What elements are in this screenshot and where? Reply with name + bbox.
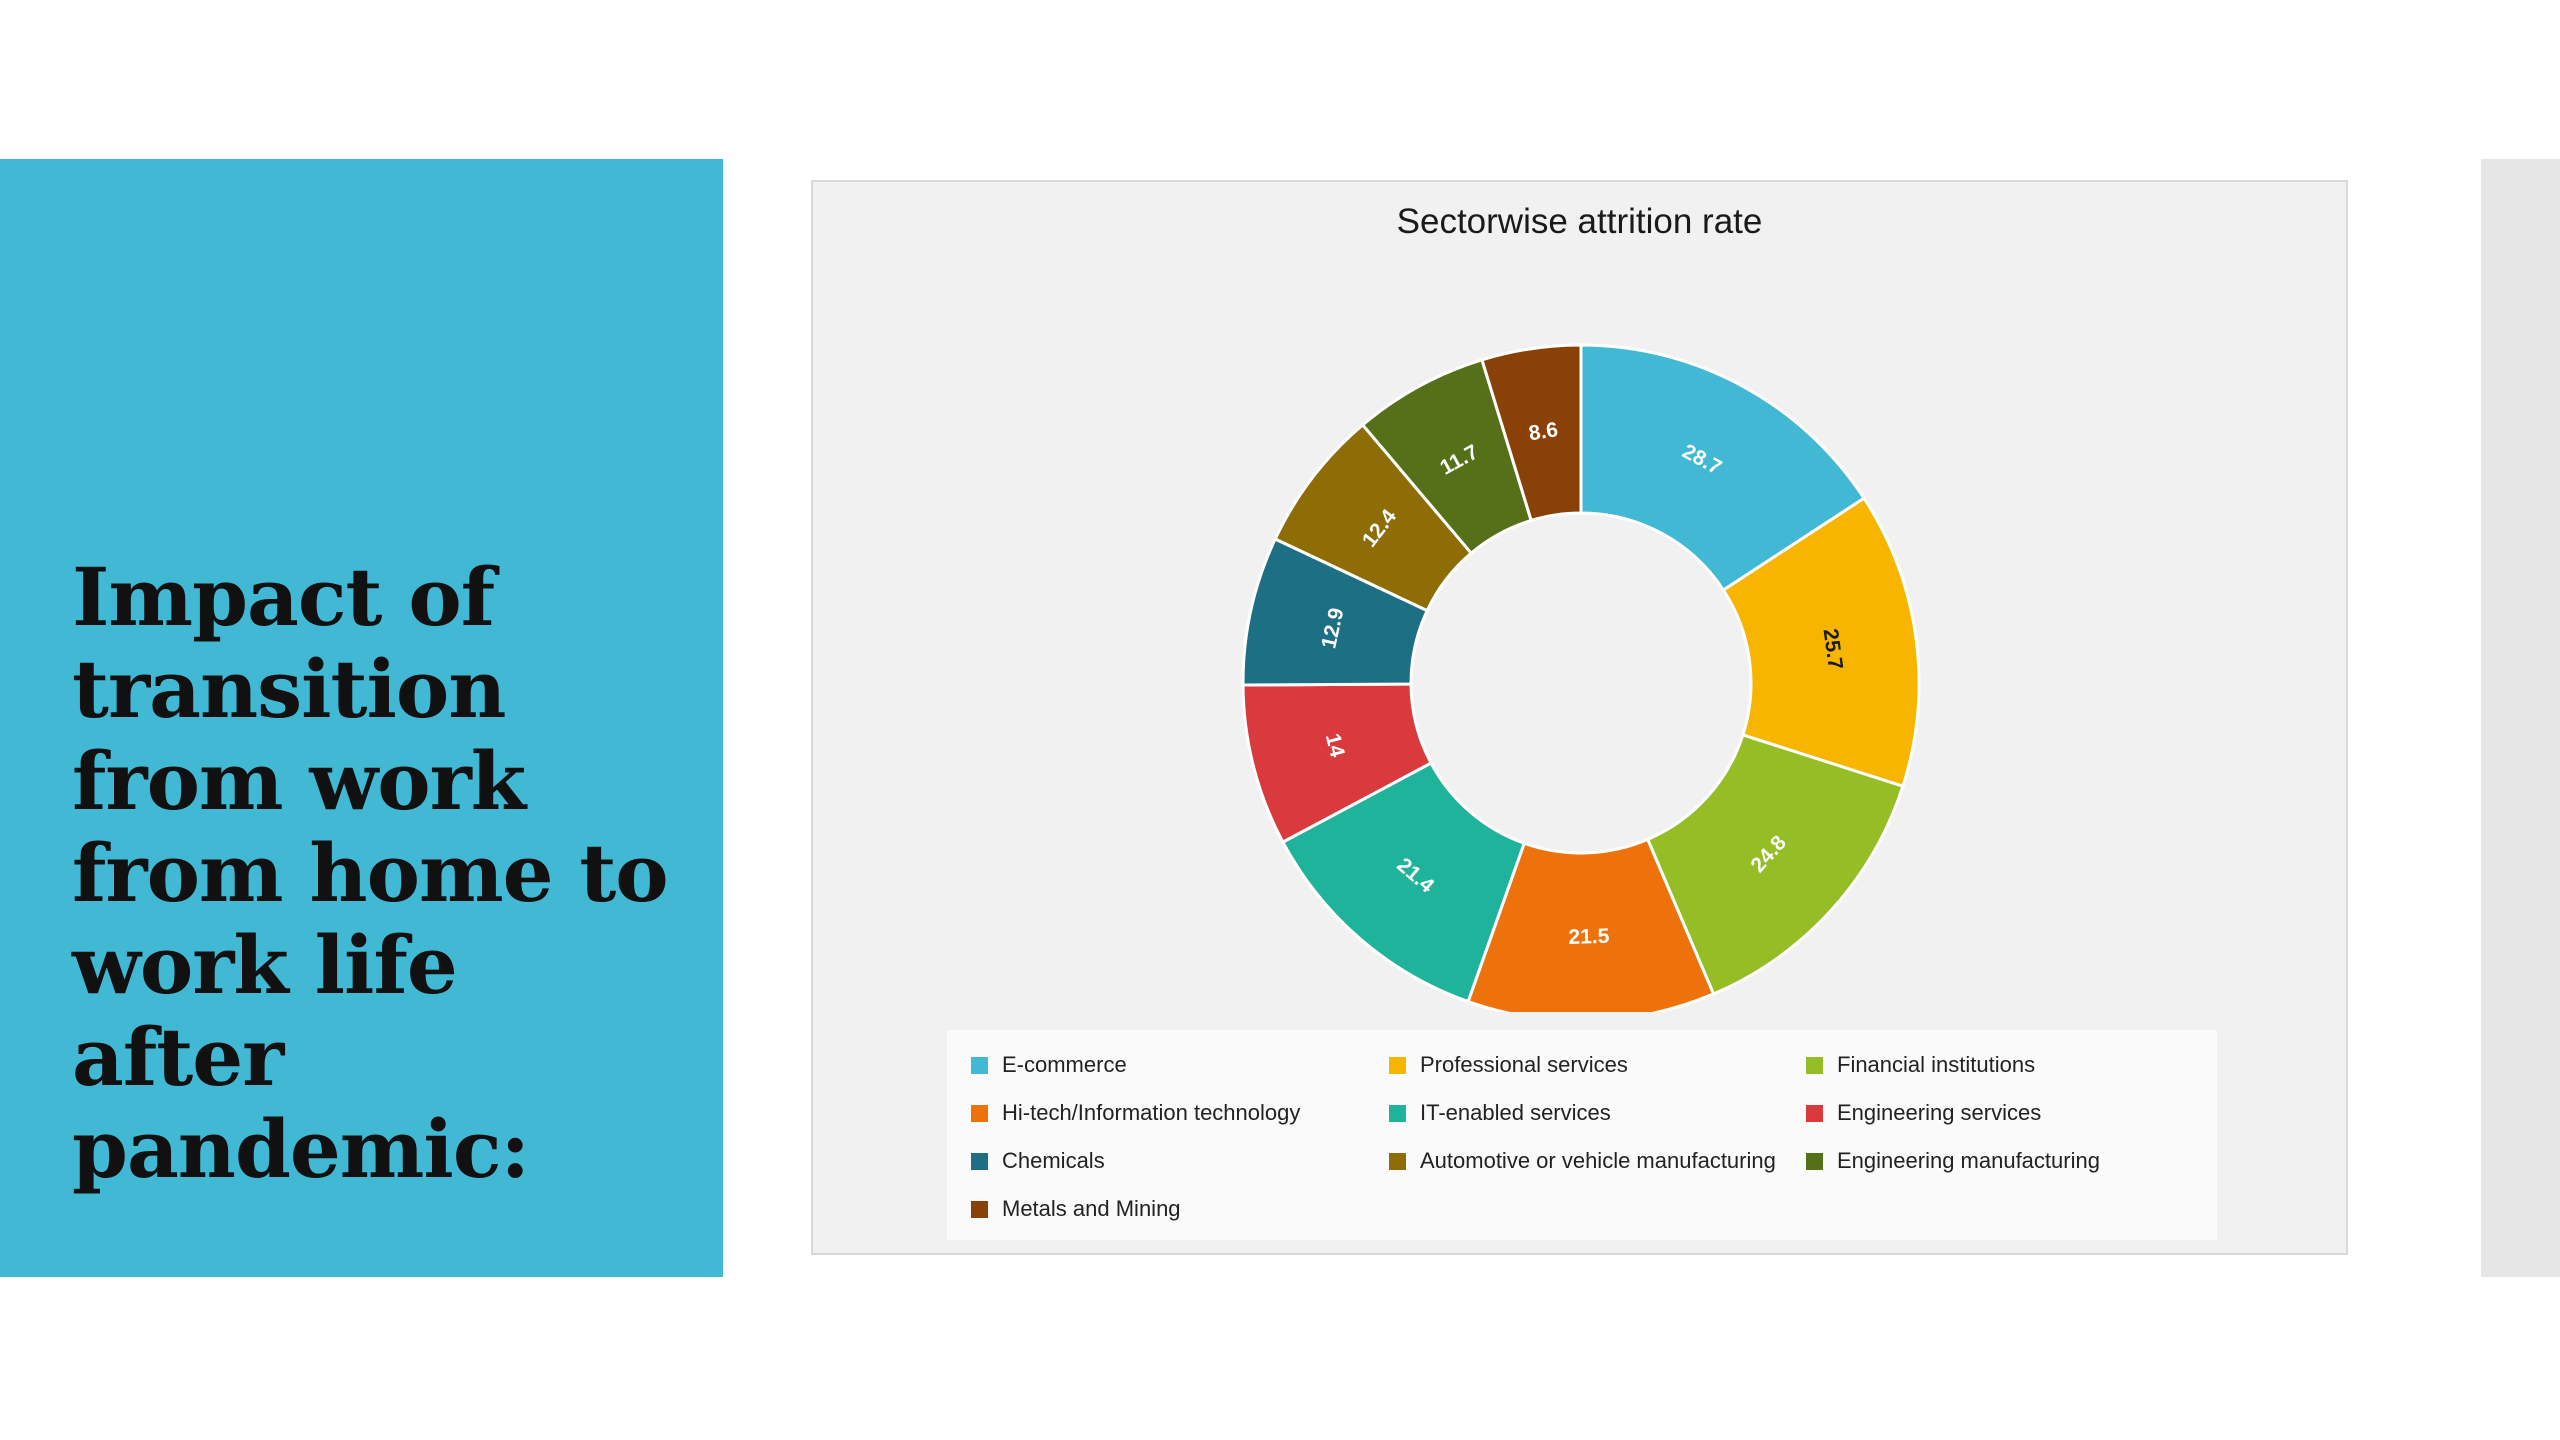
legend-swatch bbox=[1806, 1056, 1823, 1074]
legend-swatch bbox=[1806, 1104, 1823, 1122]
legend-swatch bbox=[1389, 1152, 1406, 1170]
legend-swatch bbox=[1389, 1104, 1406, 1122]
legend-item-professional-services: Professional services bbox=[1389, 1050, 1628, 1080]
legend-label: Professional services bbox=[1420, 1052, 1628, 1077]
legend-label: Engineering manufacturing bbox=[1837, 1148, 2100, 1173]
legend-swatch bbox=[971, 1200, 988, 1218]
legend-swatch bbox=[1806, 1152, 1823, 1170]
chart-title: Sectorwise attrition rate bbox=[1396, 202, 1763, 241]
legend-swatch bbox=[1389, 1056, 1406, 1074]
legend-label: Chemicals bbox=[1002, 1148, 1105, 1173]
legend-item-metals-and-mining: Metals and Mining bbox=[971, 1194, 1181, 1224]
legend-item-engineering-services: Engineering services bbox=[1806, 1098, 2041, 1128]
slide-title: Impact of transition from work from home… bbox=[72, 550, 669, 1196]
data-label-professional-services: 25.7 bbox=[1819, 627, 1847, 671]
slice-hi-tech-information-technology bbox=[1466, 837, 1716, 1012]
slice-metals-and-mining bbox=[1480, 343, 1583, 523]
chart-legend: E-commerce Professional services Financial… bbox=[947, 1030, 2217, 1240]
next-slide-edge bbox=[2481, 159, 2560, 1277]
slice-it-enabled-services bbox=[1280, 761, 1527, 1004]
legend-label: Financial institutions bbox=[1837, 1052, 2036, 1077]
legend-swatch bbox=[971, 1152, 988, 1170]
chart-area: Sectorwise attrition rate 28.7 25.7 24.8 21… bbox=[811, 180, 2348, 1255]
slice-financial-institutions bbox=[1645, 733, 1905, 996]
data-label-metals-and-mining: 8.6 bbox=[1527, 418, 1559, 445]
legend-item-e-commerce: E-commerce bbox=[971, 1050, 1127, 1080]
legend-item-it-enabled-services: IT-enabled services bbox=[1389, 1098, 1611, 1128]
legend-label: IT-enabled services bbox=[1420, 1100, 1611, 1125]
legend-swatch bbox=[971, 1056, 988, 1074]
legend-label: Metals and Mining bbox=[1002, 1196, 1181, 1221]
legend-swatch bbox=[971, 1104, 988, 1122]
legend-item-automotive-or-vehicle-manufacturing: Automotive or vehicle manufacturing bbox=[1389, 1146, 1776, 1176]
slice-professional-services bbox=[1721, 496, 1921, 789]
legend-label: Engineering services bbox=[1837, 1100, 2042, 1125]
legend-item-hi-tech-information-technology: Hi-tech/Information technology bbox=[971, 1098, 1300, 1128]
legend-label: E-commerce bbox=[1002, 1052, 1127, 1077]
legend-item-engineering-manufacturing: Engineering manufacturing bbox=[1806, 1146, 2100, 1176]
legend-item-chemicals: Chemicals bbox=[971, 1146, 1105, 1176]
slice-e-commerce bbox=[1579, 343, 1867, 593]
legend-label: Automotive or vehicle manufacturing bbox=[1420, 1148, 1776, 1173]
data-label-hi-tech-information-technology: 21.5 bbox=[1568, 925, 1610, 949]
title-panel: Impact of transition from work from home… bbox=[0, 159, 723, 1277]
legend-item-financial-institutions: Financial institutions bbox=[1806, 1050, 2035, 1080]
legend-label: Hi-tech/Information technology bbox=[1002, 1100, 1301, 1125]
